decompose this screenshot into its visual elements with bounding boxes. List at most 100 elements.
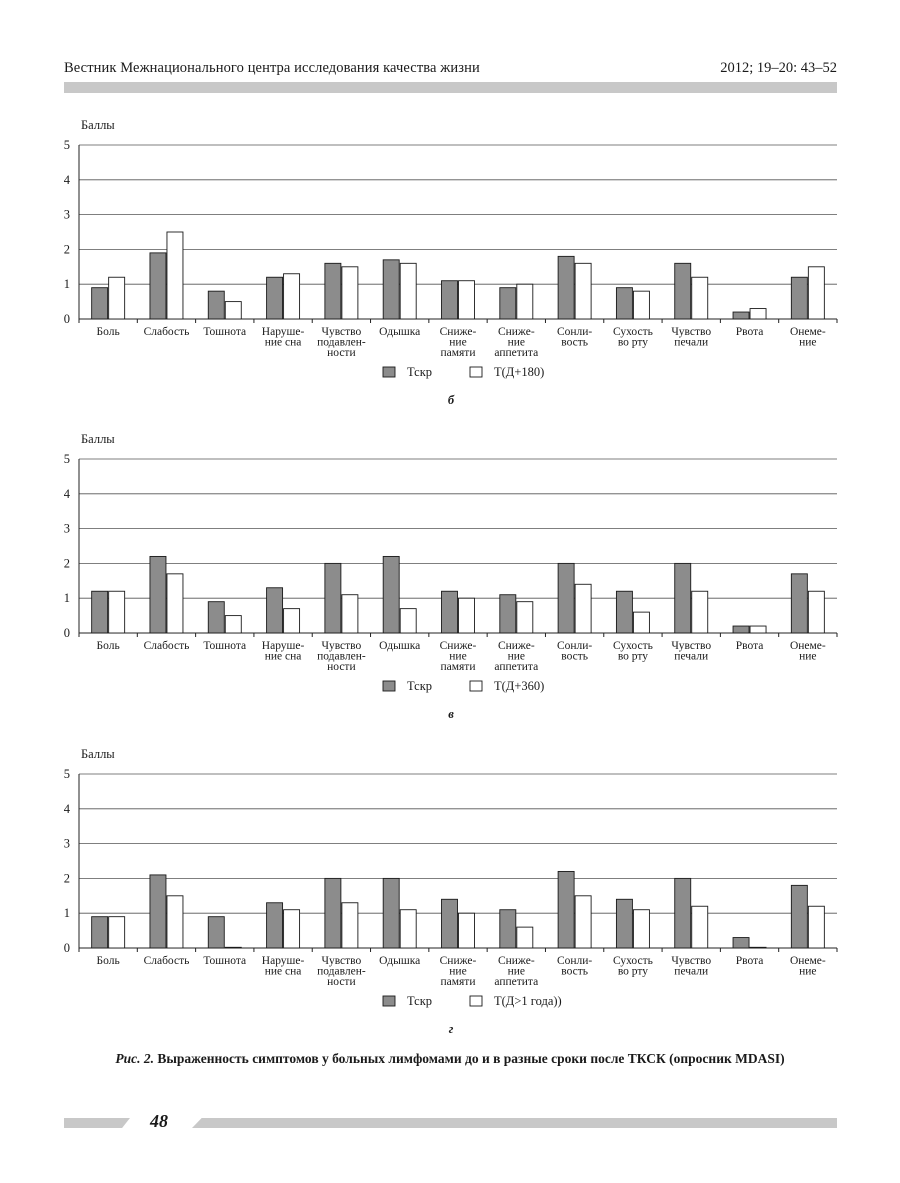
y-axis-label: Баллы [81,432,115,446]
bar-series-1 [615,590,633,634]
bar-series-2 [399,262,417,320]
x-tick-label: Сниже-ние памяти [440,640,477,673]
y-tick-label: 2 [64,242,70,256]
bar-series-1 [91,287,109,320]
chart-panel-b: Баллы 0 1 2 3 4 5 Боль Слабость Тошнота Наруше-ни… [0,118,900,418]
legend-swatch-series-1 [382,995,396,1007]
y-tick-label: 3 [64,837,70,851]
bar-series-1 [149,874,167,949]
x-tick-label: Чувство печали [671,326,711,349]
y-tick-label: 3 [64,522,70,536]
bar-series-1 [790,884,808,949]
x-tick-label: Сниже-ние аппетита [494,955,538,988]
panel-letter: б [448,393,455,407]
bar-series-1 [615,287,633,320]
bar-series-2 [458,597,475,634]
bar-series-1 [790,276,808,320]
running-header: Вестник Межнационального центра исследов… [64,60,837,80]
journal-title: Вестник Межнационального центра исследов… [64,60,480,76]
bar-series-1 [149,252,167,320]
legend-label-series-2: Т(Д+360) [494,679,544,693]
y-tick-label: 2 [64,556,70,570]
bar-series-1 [557,255,575,320]
x-tick-label: Сухость во рту [613,326,653,349]
x-tick-label: Боль [97,955,120,967]
bar-series-1 [674,262,692,320]
bar-series-2 [574,262,592,320]
bar-series-1 [91,916,109,949]
x-tick-label: Слабость [144,955,190,967]
footer-rule-left [64,1118,130,1128]
x-tick-label: Сонли-вость [557,955,592,978]
y-tick-label: 0 [64,941,70,955]
bar-series-2 [458,912,475,949]
bar-series-2 [283,608,301,634]
x-tick-label: Онеме-ние [790,326,826,349]
legend-swatch-series-2 [469,995,483,1007]
bar-series-2 [166,895,184,949]
chart-svg: 0 1 2 3 4 5 Боль Слабость Тошнота Наруше-ние сна Ч… [64,138,838,407]
issue-reference: 2012; 19–20: 43–52 [720,60,837,76]
legend-label-series-1: Тскр [407,994,432,1008]
legend-swatch-series-2 [469,366,483,378]
panel-letter: г [449,1022,454,1036]
x-tick-label: Онеме-ние [790,955,826,978]
x-tick-label: Боль [97,640,120,652]
y-tick-label: 0 [64,312,70,326]
footer-rule-right [192,1118,837,1128]
bar-series-2 [516,926,534,949]
x-tick-label: Одышка [379,640,420,652]
bar-series-1 [441,898,458,949]
x-tick-label: Чувство печали [671,640,711,663]
y-tick-label: 2 [64,871,70,885]
chart-panel-g: Баллы 0 1 2 3 4 5 Боль Слабость Тошнота Наруше-ни… [0,747,900,1047]
bar-series-1 [207,290,225,320]
legend-swatch-series-1 [382,366,396,378]
x-tick-label: Рвота [736,326,764,338]
bar-series-2 [749,308,767,320]
x-tick-label: Чувство подавлен-ности [317,640,366,673]
bar-series-1 [674,562,692,634]
y-axis-label: Баллы [81,118,115,132]
x-tick-label: Боль [97,326,120,338]
bar-series-1 [441,280,458,320]
legend-swatch-series-2 [469,680,483,692]
y-tick-label: 1 [64,277,70,291]
x-tick-label: Сниже-ние аппетита [494,640,538,673]
x-tick-label: Одышка [379,326,420,338]
legend-label-series-1: Тскр [407,365,432,379]
bar-series-1 [615,898,633,949]
x-tick-label: Чувство подавлен-ности [317,326,366,359]
x-tick-label: Слабость [144,640,190,652]
bar-series-1 [732,311,750,320]
bar-series-2 [224,946,242,949]
y-tick-label: 5 [64,138,70,152]
y-tick-label: 1 [64,906,70,920]
bar-series-1 [382,555,400,634]
bar-series-1 [266,902,284,949]
x-tick-label: Рвота [736,640,764,652]
y-tick-label: 0 [64,626,70,640]
bar-series-2 [224,615,242,634]
bar-series-2 [108,916,126,949]
x-tick-label: Сухость во рту [613,640,653,663]
bar-series-2 [749,625,767,634]
bar-series-1 [499,287,517,320]
x-tick-label: Сниже-ние памяти [440,326,477,359]
bar-series-2 [341,902,359,949]
chart-svg: 0 1 2 3 4 5 Боль Слабость Тошнота Наруше-ние сна Ч… [64,767,838,1036]
bar-series-2 [632,290,650,320]
bar-series-2 [516,601,534,634]
x-tick-label: Наруше-ние сна [262,955,305,978]
bar-series-2 [283,909,301,949]
chart-svg: 0 1 2 3 4 5 Боль Слабость Тошнота Наруше-ние сна Ч… [64,452,838,721]
bar-series-2 [807,590,825,634]
figure-caption: Рис. 2. Выраженность симптомов у больных… [0,1051,900,1066]
bar-series-1 [207,916,225,949]
x-tick-label: Сухость во рту [613,955,653,978]
bar-series-2 [749,946,767,949]
bar-series-2 [632,611,650,634]
bar-series-2 [691,905,709,949]
bar-series-2 [224,301,242,320]
x-tick-label: Сонли-вость [557,640,592,663]
